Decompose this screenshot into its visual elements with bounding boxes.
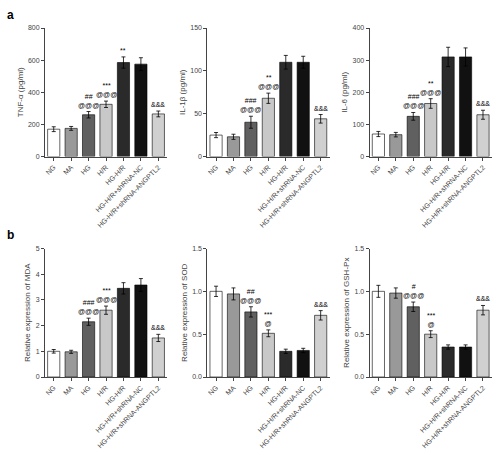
- svg-text:##@@@: ##@@@: [78, 93, 99, 109]
- svg-text:HG-H/R+shRNA-NC: HG-H/R+shRNA-NC: [419, 384, 469, 434]
- svg-text:0: 0: [360, 153, 364, 160]
- svg-text:0.5: 0.5: [192, 331, 202, 338]
- svg-text:HG-H/R+shRNA-NC: HG-H/R+shRNA-NC: [94, 384, 144, 434]
- svg-text:HG-H/R: HG-H/R: [104, 164, 127, 187]
- svg-text:#@@@: #@@@: [403, 283, 424, 299]
- svg-text:HG-H/R+shRNA-ANGPTL2: HG-H/R+shRNA-ANGPTL2: [259, 384, 324, 449]
- svg-text:200: 200: [353, 89, 365, 96]
- svg-text:NG: NG: [45, 164, 57, 176]
- svg-text:0.0: 0.0: [192, 373, 202, 380]
- svg-text:&&&: &&&: [151, 101, 165, 108]
- svg-text:400: 400: [28, 89, 40, 96]
- svg-text:MA: MA: [224, 384, 237, 397]
- svg-text:0: 0: [36, 153, 40, 160]
- svg-text:NG: NG: [207, 164, 219, 176]
- svg-text:MA: MA: [387, 163, 400, 176]
- svg-text:***@@@: ***@@@: [96, 287, 117, 303]
- svg-text:HG-H/R: HG-H/R: [104, 384, 127, 407]
- svg-text:&&&: &&&: [476, 295, 490, 302]
- svg-text:***@: ***@: [264, 311, 272, 327]
- svg-text:HG-H/R+shRNA-ANGPTL2: HG-H/R+shRNA-ANGPTL2: [421, 384, 486, 449]
- svg-text:800: 800: [28, 24, 40, 31]
- svg-text:HG-H/R+shRNA-ANGPTL2: HG-H/R+shRNA-ANGPTL2: [96, 164, 161, 229]
- svg-text:150: 150: [190, 24, 202, 31]
- svg-text:100: 100: [353, 121, 365, 128]
- svg-text:0: 0: [198, 153, 202, 160]
- svg-text:Relative expression of MDA: Relative expression of MDA: [23, 263, 32, 362]
- svg-text:NG: NG: [369, 384, 381, 396]
- svg-text:HG-H/R: HG-H/R: [429, 164, 452, 187]
- svg-text:HG-H/R+shRNA-ANGPTL2: HG-H/R+shRNA-ANGPTL2: [421, 164, 486, 229]
- svg-text:0.0: 0.0: [355, 373, 365, 380]
- svg-text:IL-1β (pg/ml): IL-1β (pg/ml): [178, 69, 187, 115]
- svg-text:1: 1: [36, 348, 40, 355]
- svg-text:2: 2: [36, 322, 40, 329]
- svg-text:600: 600: [28, 57, 40, 64]
- svg-text:&&&: &&&: [314, 301, 328, 308]
- svg-text:1.0: 1.0: [192, 288, 202, 295]
- svg-text:5: 5: [36, 245, 40, 252]
- svg-text:H/R: H/R: [258, 164, 271, 177]
- svg-text:H/R: H/R: [96, 164, 109, 177]
- svg-text:NG: NG: [369, 164, 381, 176]
- svg-text:HG-H/R+shRNA-NC: HG-H/R+shRNA-NC: [256, 384, 306, 434]
- svg-text:H/R: H/R: [96, 384, 109, 397]
- svg-text:&&&: &&&: [314, 105, 328, 112]
- svg-text:TNF-α (pg/ml): TNF-α (pg/ml): [16, 67, 25, 117]
- svg-text:**: **: [120, 47, 126, 54]
- svg-text:MA: MA: [62, 163, 75, 176]
- svg-text:300: 300: [353, 57, 365, 64]
- svg-text:HG: HG: [79, 164, 91, 176]
- svg-text:0.5: 0.5: [355, 331, 365, 338]
- svg-text:###@@@: ###@@@: [403, 93, 424, 109]
- svg-text:1.5: 1.5: [355, 245, 365, 252]
- svg-text:HG-H/R: HG-H/R: [429, 384, 452, 407]
- svg-text:HG: HG: [242, 164, 254, 176]
- svg-text:###@@@: ###@@@: [78, 299, 99, 315]
- svg-text:NG: NG: [207, 384, 219, 396]
- svg-text:&&&: &&&: [151, 324, 165, 331]
- svg-text:##@@@: ##@@@: [240, 288, 261, 304]
- svg-text:MA: MA: [224, 163, 237, 176]
- svg-text:HG: HG: [242, 384, 254, 396]
- svg-text:HG-H/R+shRNA-NC: HG-H/R+shRNA-NC: [94, 164, 144, 214]
- svg-text:###@@@: ###@@@: [240, 97, 261, 113]
- svg-text:HG-H/R+shRNA-NC: HG-H/R+shRNA-NC: [419, 164, 469, 214]
- svg-text:IL-6 (pg/ml): IL-6 (pg/ml): [340, 71, 349, 112]
- svg-text:HG: HG: [404, 164, 416, 176]
- svg-text:1.5: 1.5: [192, 245, 202, 252]
- svg-text:0: 0: [36, 373, 40, 380]
- svg-text:***@@@: ***@@@: [96, 82, 117, 98]
- svg-text:HG-H/R: HG-H/R: [266, 164, 289, 187]
- svg-text:100: 100: [190, 67, 202, 74]
- svg-text:H/R: H/R: [258, 384, 271, 397]
- svg-text:H/R: H/R: [420, 384, 433, 397]
- svg-text:200: 200: [28, 121, 40, 128]
- svg-text:HG-H/R+shRNA-ANGPTL2: HG-H/R+shRNA-ANGPTL2: [259, 164, 324, 229]
- svg-text:H/R: H/R: [420, 164, 433, 177]
- svg-text:b: b: [7, 228, 14, 242]
- svg-text:NG: NG: [45, 384, 57, 396]
- svg-text:MA: MA: [62, 384, 75, 397]
- svg-text:400: 400: [353, 24, 365, 31]
- svg-text:a: a: [7, 8, 14, 22]
- svg-text:**@@@: **@@@: [258, 74, 279, 90]
- svg-text:HG-H/R+shRNA-ANGPTL2: HG-H/R+shRNA-ANGPTL2: [96, 384, 161, 449]
- svg-text:***@: ***@: [427, 312, 435, 328]
- svg-text:&&&: &&&: [476, 100, 490, 107]
- svg-text:MA: MA: [387, 384, 400, 397]
- svg-text:1.0: 1.0: [355, 288, 365, 295]
- svg-text:4: 4: [36, 271, 40, 278]
- svg-text:3: 3: [36, 296, 40, 303]
- svg-text:HG: HG: [404, 384, 416, 396]
- svg-text:HG: HG: [79, 384, 91, 396]
- svg-text:**@@@: **@@@: [420, 80, 441, 96]
- svg-text:HG-H/R+shRNA-NC: HG-H/R+shRNA-NC: [256, 164, 306, 214]
- svg-text:Relative expression of GSH-Px: Relative expression of GSH-Px: [342, 258, 351, 368]
- svg-text:Relative expression of SOD: Relative expression of SOD: [180, 263, 189, 361]
- svg-text:HG-H/R: HG-H/R: [266, 384, 289, 407]
- svg-text:50: 50: [194, 110, 202, 117]
